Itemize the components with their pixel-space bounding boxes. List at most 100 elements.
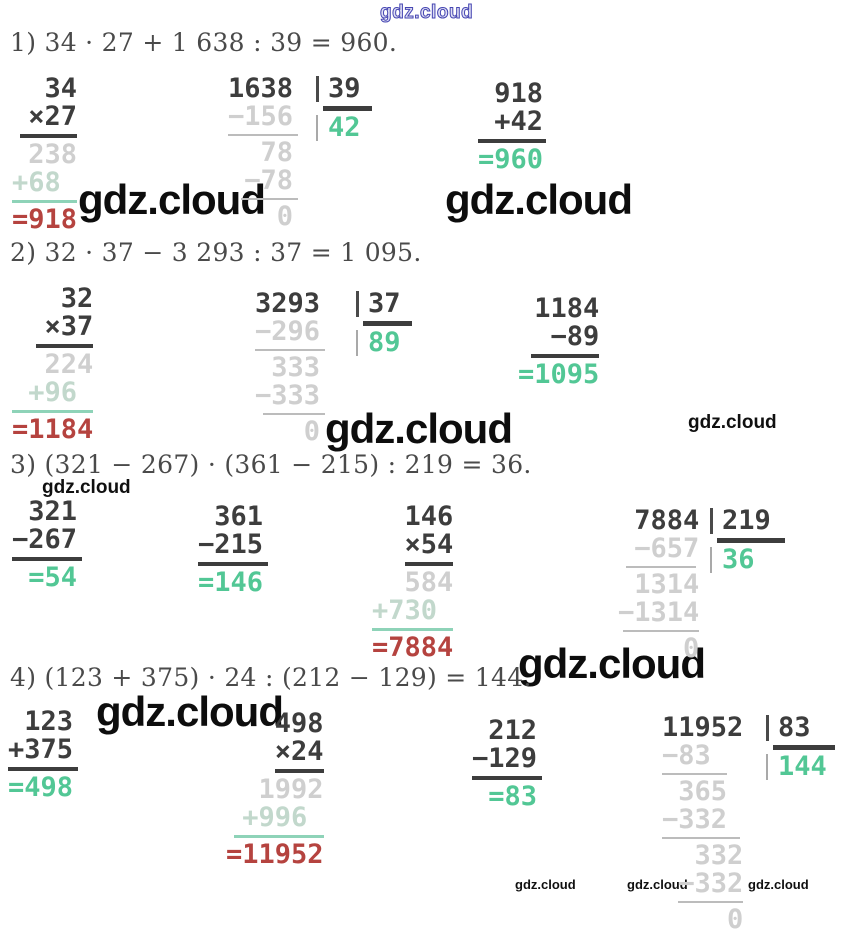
gdz-watermark: gdz.cloud: [518, 640, 706, 687]
gdz-watermark: gdz.cloud: [445, 176, 633, 223]
p4-subtraction-work: 212 −129 =83: [472, 717, 542, 811]
work-row: ×54: [372, 529, 454, 560]
work-rule: [228, 134, 298, 136]
work-rule: [531, 354, 600, 358]
work-row: =146: [198, 567, 264, 598]
work-row: =1184: [12, 414, 94, 445]
gdz-watermark: gdz.cloud: [78, 176, 266, 223]
work-row: −267: [12, 524, 78, 555]
work-rule: [198, 562, 268, 566]
gdz-watermark-outline: gdz.cloud: [379, 2, 474, 24]
gdz-watermark: gdz.cloud: [627, 877, 688, 892]
work-row: 584: [372, 567, 454, 598]
gdz-watermark: gdz.cloud: [96, 688, 284, 735]
work-rule: [717, 538, 786, 543]
work-row: ×24: [226, 736, 324, 767]
work-row: −89: [518, 321, 600, 352]
work-row: 42: [316, 114, 372, 142]
work-row: =498: [8, 772, 74, 803]
work-row: +730: [372, 595, 438, 626]
problem-1-equation: 1) 34 · 27 + 1 638 : 39 = 960.: [10, 28, 398, 57]
work-row: =54: [12, 562, 78, 593]
gdz-watermark: gdz.cloud: [42, 477, 131, 498]
work-row: 212: [472, 715, 538, 746]
work-row: +996: [226, 802, 308, 833]
work-row: =7884: [372, 632, 454, 663]
work-row: =1095: [518, 359, 600, 390]
work-row: 1638: [228, 73, 294, 104]
work-row: ×27: [12, 101, 78, 132]
work-row: 918: [478, 78, 544, 109]
work-row: 3293: [255, 288, 321, 319]
work-row: −78: [228, 165, 294, 196]
gdz-watermark: gdz.cloud: [748, 877, 809, 892]
problem-3-equation: 3) (321 − 267) · (361 − 215) : 219 = 36.: [10, 450, 532, 479]
work-row: =960: [478, 144, 544, 175]
work-row: −657: [618, 533, 700, 564]
p2-subtraction-work: 1184 −89 =1095: [518, 295, 599, 389]
work-row: =918: [12, 204, 78, 235]
gdz-watermark: gdz.cloud: [515, 877, 576, 892]
p1-division-steps: 1638 −156 78 −78 0: [228, 75, 298, 231]
work-rule: [773, 745, 835, 750]
work-rule: [263, 413, 325, 415]
work-rule: [622, 630, 700, 632]
work-row: 0: [255, 416, 321, 447]
p1-addition-work: 918 +42 =960: [478, 78, 547, 175]
p3-division-quotient: 219 36: [709, 507, 786, 574]
work-row: 498: [226, 708, 324, 739]
gdz-watermark: gdz.cloud: [688, 412, 777, 433]
work-row: −332: [662, 868, 744, 899]
p2-multiplication-work: 32 ×37 224 +96 =1184: [12, 285, 93, 444]
work-rule: [323, 106, 372, 111]
work-rule: [404, 562, 454, 566]
work-row: −83: [662, 740, 711, 771]
work-row: +375: [8, 734, 74, 765]
work-row: 0: [662, 904, 744, 935]
work-rule: [8, 767, 78, 771]
work-row: 321: [12, 496, 78, 527]
p3-division-steps: 7884 −657 1314 −1314 0: [618, 507, 699, 663]
work-row: 333: [255, 352, 321, 383]
work-rule: [363, 321, 412, 326]
p4-division-steps: 11952 −83 365 −332 332 −332 0: [662, 714, 743, 934]
work-row: 36: [709, 546, 785, 574]
work-row: +96: [12, 377, 78, 408]
work-row: 1314: [618, 569, 700, 600]
work-row: 34: [12, 73, 78, 104]
p1-division-quotient: 39 42: [316, 75, 372, 142]
p4-addition-work: 123 +375 =498: [8, 708, 78, 802]
work-row: −296: [255, 316, 321, 347]
work-rule: [372, 628, 454, 631]
problem-4-equation: 4) (123 + 375) · 24 : (212 − 129) = 144.: [10, 663, 532, 692]
work-row: −156: [228, 101, 294, 132]
work-rule: [12, 410, 94, 413]
work-row: 146: [372, 501, 454, 532]
work-row: 123: [8, 706, 74, 737]
p3-subtraction-1-work: 321 −267 =54: [12, 498, 82, 592]
work-row: 238: [12, 139, 78, 170]
work-rule: [472, 776, 542, 780]
work-rule: [626, 566, 697, 568]
p3-multiplication-work: 146 ×54 584 +730 =7884: [372, 503, 453, 662]
work-row: 11952: [662, 712, 744, 743]
work-row: ×37: [12, 311, 94, 342]
work-row: 32: [12, 283, 94, 314]
work-rule: [20, 134, 78, 138]
work-rule: [234, 835, 324, 838]
work-row: 219: [709, 507, 785, 535]
work-row: 224: [12, 349, 94, 380]
work-row: −215: [198, 529, 264, 560]
work-row: 89: [356, 329, 412, 357]
work-row: 0: [618, 633, 700, 664]
work-row: 365: [662, 776, 728, 807]
work-row: 1992: [226, 774, 324, 805]
work-row: =83: [472, 781, 538, 812]
work-rule: [678, 901, 744, 903]
p4-division-quotient: 83 144: [766, 714, 835, 781]
work-rule: [662, 773, 728, 775]
work-row: 39: [316, 75, 372, 103]
p1-multiplication-work: 34 ×27 238 +68 =918: [12, 75, 77, 234]
work-rule: [241, 198, 298, 200]
p4-multiplication-work: 498 ×24 1992 +996 =11952: [226, 710, 324, 869]
